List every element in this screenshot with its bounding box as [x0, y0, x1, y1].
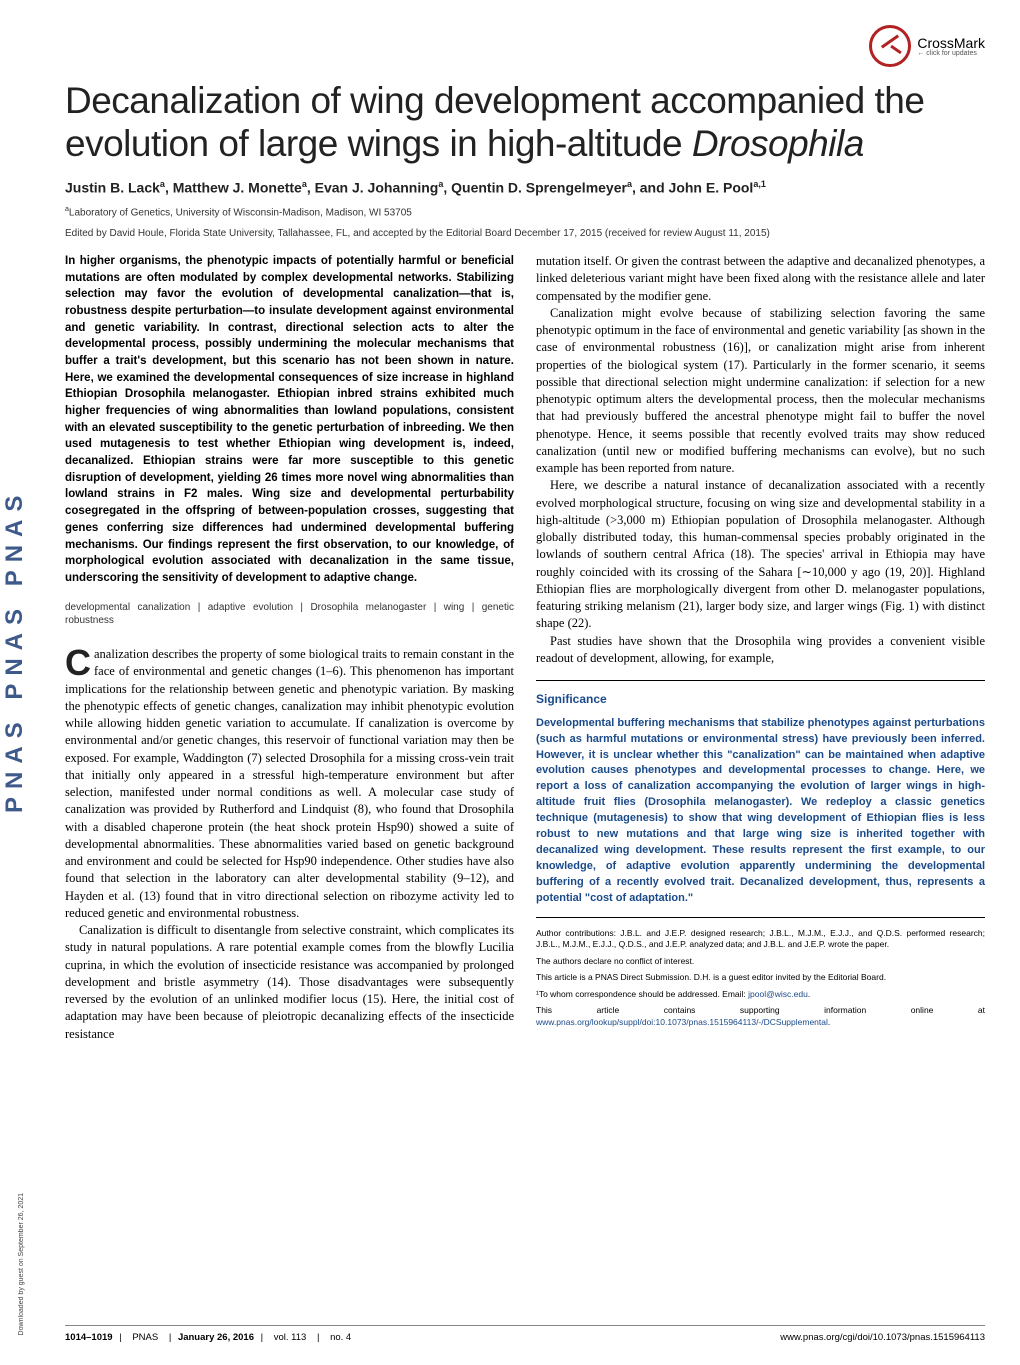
right-p1: mutation itself. Or given the contrast b… [536, 253, 985, 305]
significance-title: Significance [536, 691, 985, 708]
si-post: . [828, 1017, 830, 1027]
abstract-text: In higher organisms, the phenotypic impa… [65, 253, 514, 586]
keywords-line: developmental canalization | adaptive ev… [65, 601, 514, 629]
supporting-info: This article contains supporting informa… [536, 1005, 985, 1028]
footer-pages: 1014–1019 [65, 1332, 113, 1343]
right-p2: Canalization might evolve because of sta… [536, 305, 985, 478]
corresp-email-link[interactable]: jpool@wisc.edu [748, 989, 808, 999]
pnas-sidebar-logo: PNAS PNAS PNAS [0, 200, 30, 1100]
footer-notes: Author contributions: J.B.L. and J.E.P. … [536, 928, 985, 1028]
corresp-pre: ¹To whom correspondence should be addres… [536, 989, 748, 999]
left-column: In higher organisms, the phenotypic impa… [65, 253, 514, 1043]
affiliation-line: aLaboratory of Genetics, University of W… [65, 206, 985, 218]
correspondence: ¹To whom correspondence should be addres… [536, 989, 985, 1000]
article-title: Decanalization of wing development accom… [65, 80, 985, 165]
footer-journal: PNAS [132, 1332, 158, 1343]
author-contributions: Author contributions: J.B.L. and J.E.P. … [536, 928, 985, 951]
right-column: mutation itself. Or given the contrast b… [536, 253, 985, 1043]
intro-p1-text: analization describes the property of so… [65, 647, 514, 920]
significance-box: Significance Developmental buffering mec… [536, 680, 985, 918]
crossmark-badge[interactable]: CrossMark ← click for updates [869, 25, 985, 67]
intro-p2: Canalization is difficult to disentangle… [65, 922, 514, 1043]
download-note: Downloaded by guest on September 26, 202… [18, 1193, 25, 1335]
si-link[interactable]: www.pnas.org/lookup/suppl/doi:10.1073/pn… [536, 1017, 828, 1027]
crossmark-icon [869, 25, 911, 67]
title-italic: Drosophila [692, 123, 864, 164]
right-p3: Here, we describe a natural instance of … [536, 477, 985, 632]
right-body: mutation itself. Or given the contrast b… [536, 253, 985, 667]
intro-p1: Canalization describes the property of s… [65, 646, 514, 922]
direct-submission: This article is a PNAS Direct Submission… [536, 972, 985, 983]
conflict-statement: The authors declare no conflict of inter… [536, 956, 985, 967]
footer-no: no. 4 [330, 1332, 351, 1343]
article-page: CrossMark ← click for updates Decanaliza… [65, 25, 985, 1043]
si-pre: This article contains supporting informa… [536, 1005, 985, 1015]
dropcap-letter: C [65, 648, 91, 679]
authors-line: Justin B. Lacka, Matthew J. Monettea, Ev… [65, 179, 985, 196]
edited-line: Edited by David Houle, Florida State Uni… [65, 228, 985, 239]
crossmark-label: CrossMark [917, 36, 985, 50]
footer-url[interactable]: www.pnas.org/cgi/doi/10.1073/pnas.151596… [780, 1332, 985, 1343]
footer-left: 1014–1019 | PNAS | January 26, 2016 | vo… [65, 1332, 355, 1343]
footer-date: January 26, 2016 [178, 1332, 254, 1343]
crossmark-sub: ← click for updates [917, 50, 985, 57]
footer-vol: vol. 113 [274, 1332, 307, 1343]
page-footer: 1014–1019 | PNAS | January 26, 2016 | vo… [65, 1325, 985, 1343]
two-column-body: In higher organisms, the phenotypic impa… [65, 253, 985, 1043]
right-p4: Past studies have shown that the Drosoph… [536, 633, 985, 668]
significance-text: Developmental buffering mechanisms that … [536, 716, 985, 907]
intro-body: Canalization describes the property of s… [65, 646, 514, 1043]
